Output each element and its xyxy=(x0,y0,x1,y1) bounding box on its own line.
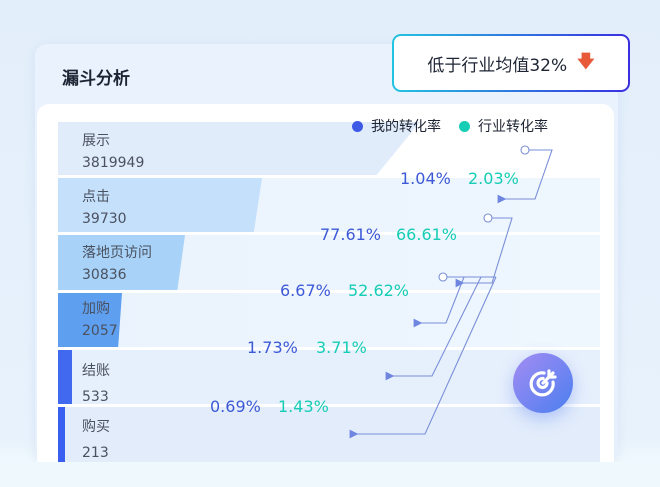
page-footer-area xyxy=(0,462,660,487)
badge-text: 低于行业均值32% xyxy=(427,55,568,76)
rate-industry: 2.03% xyxy=(468,169,519,188)
funnel-bar-clicks xyxy=(58,178,262,232)
rate-mine: 0.69% xyxy=(210,397,261,416)
funnel-bar-checkout xyxy=(58,350,72,404)
legend: 我的转化率 行业转化率 xyxy=(352,116,548,136)
legend-industry: 行业转化率 xyxy=(459,116,548,136)
rate-industry: 3.71% xyxy=(316,338,367,357)
target-icon xyxy=(529,369,557,397)
stage-label: 购买 213 xyxy=(82,419,110,461)
target-button[interactable] xyxy=(513,353,573,413)
stage-label: 加购 2057 xyxy=(82,301,118,339)
legend-mine: 我的转化率 xyxy=(352,116,441,136)
stage-label: 点击 39730 xyxy=(82,189,127,227)
stage-label: 结账 533 xyxy=(82,363,110,405)
funnel-bar-cart xyxy=(58,293,122,347)
benchmark-badge: 低于行业均值32% 🡇 xyxy=(392,34,630,92)
funnel-bar-landing xyxy=(58,235,185,290)
rate-mine: 1.04% xyxy=(400,169,451,188)
stage-label: 落地页访问 30836 xyxy=(82,245,152,283)
card-title: 漏斗分析 xyxy=(62,69,130,89)
rate-industry: 52.62% xyxy=(348,281,410,300)
rate-industry: 1.43% xyxy=(278,397,329,416)
arrow-down-icon: 🡇 xyxy=(577,51,595,72)
stage-band xyxy=(58,293,600,347)
rate-industry: 66.61% xyxy=(396,225,458,244)
rate-mine: 6.67% xyxy=(280,281,331,300)
funnel-bar-purchase xyxy=(58,407,65,462)
stage-band xyxy=(58,350,600,404)
stage-label: 展示 3819949 xyxy=(82,133,145,171)
rate-mine: 77.61% xyxy=(320,225,382,244)
rate-mine: 1.73% xyxy=(247,338,298,357)
stage-band xyxy=(58,407,600,462)
